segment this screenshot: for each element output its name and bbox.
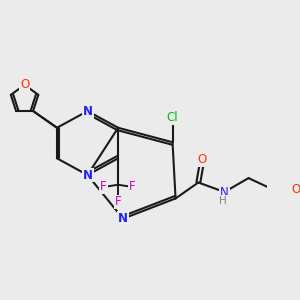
Text: O: O [198, 153, 207, 166]
Text: Cl: Cl [167, 111, 178, 124]
Text: H: H [219, 196, 227, 206]
Text: F: F [129, 181, 136, 194]
Text: N: N [220, 185, 229, 199]
Text: O: O [20, 78, 29, 92]
Text: F: F [115, 196, 122, 208]
Text: N: N [82, 169, 93, 182]
Text: N: N [82, 105, 93, 118]
Text: N: N [118, 212, 128, 225]
Text: F: F [100, 181, 107, 194]
Text: O: O [292, 183, 300, 196]
